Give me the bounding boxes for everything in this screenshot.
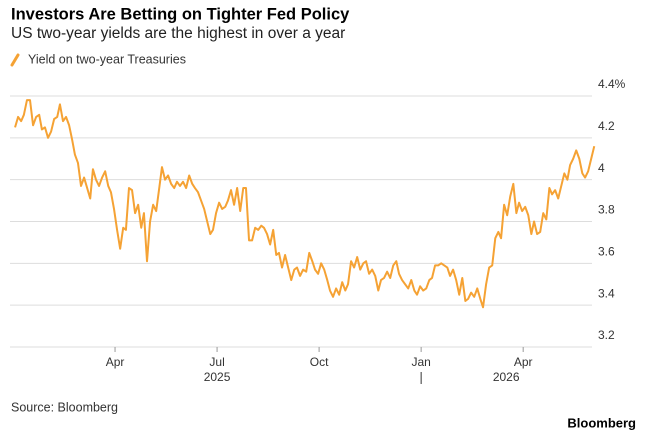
y-tick-label: 3.8	[598, 203, 615, 217]
y-tick-label: 4.2	[598, 119, 615, 133]
x-tick-label: Apr	[514, 355, 533, 369]
y-tick-label: 3.2	[598, 328, 615, 342]
source: Source: Bloomberg	[11, 400, 118, 414]
y-tick-label: 3.4	[598, 286, 615, 300]
series-line	[14, 99, 596, 309]
x-tick-label: Jan	[411, 355, 430, 369]
brand: Bloomberg	[567, 415, 636, 430]
legend-swatch	[10, 53, 20, 67]
chart-subtitle: US two-year yields are the highest in ov…	[11, 25, 345, 42]
x-tick-label: Apr	[106, 355, 125, 369]
x-year-label: 2026	[493, 370, 520, 384]
x-tick-label: Oct	[310, 355, 329, 369]
x-year-label: 2025	[204, 370, 231, 384]
y-tick-label: 4.4%	[598, 77, 626, 91]
legend-label: Yield on two-year Treasuries	[28, 52, 186, 66]
chart-title: Investors Are Betting on Tighter Fed Pol…	[11, 5, 350, 23]
y-tick-label: 4	[598, 161, 605, 175]
y-tick-label: 3.6	[598, 245, 615, 259]
x-tick-label: Jul	[209, 355, 224, 369]
